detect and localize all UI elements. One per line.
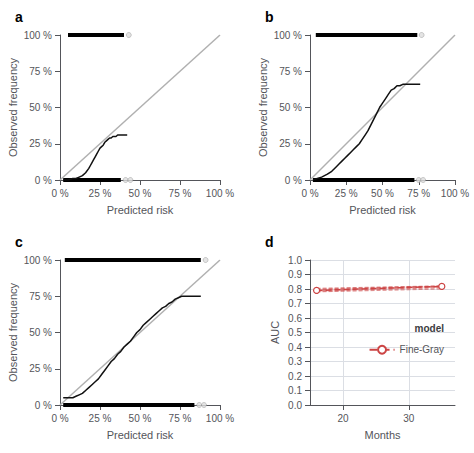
svg-text:100 %: 100 % <box>206 188 234 199</box>
svg-text:0.5: 0.5 <box>288 327 302 338</box>
svg-text:Months: Months <box>364 429 401 441</box>
svg-text:100 %: 100 % <box>24 30 52 41</box>
svg-text:100 %: 100 % <box>206 413 234 424</box>
svg-text:25 %: 25 % <box>335 188 358 199</box>
svg-text:AUC: AUC <box>269 321 281 344</box>
svg-text:0.7: 0.7 <box>288 298 302 309</box>
svg-text:0 %: 0 % <box>285 175 302 186</box>
svg-text:0 %: 0 % <box>301 188 318 199</box>
svg-text:0 %: 0 % <box>51 188 68 199</box>
svg-text:Predicted risk: Predicted risk <box>107 204 174 216</box>
svg-text:25 %: 25 % <box>29 138 52 149</box>
svg-text:75 %: 75 % <box>407 188 430 199</box>
svg-text:50 %: 50 % <box>129 188 152 199</box>
svg-text:75 %: 75 % <box>169 188 192 199</box>
svg-text:0.2: 0.2 <box>288 371 302 382</box>
svg-text:75 %: 75 % <box>169 413 192 424</box>
svg-text:25 %: 25 % <box>29 363 52 374</box>
svg-text:c: c <box>15 234 23 250</box>
svg-text:Predicted risk: Predicted risk <box>349 204 416 216</box>
svg-text:0.9: 0.9 <box>288 269 302 280</box>
svg-text:25 %: 25 % <box>89 413 112 424</box>
svg-text:Observed frequency: Observed frequency <box>7 57 19 157</box>
svg-text:b: b <box>265 9 274 25</box>
svg-text:d: d <box>265 234 274 250</box>
svg-text:0.8: 0.8 <box>288 284 302 295</box>
svg-text:model: model <box>415 323 445 334</box>
svg-text:75 %: 75 % <box>29 66 52 77</box>
svg-text:0.1: 0.1 <box>288 385 302 396</box>
svg-text:a: a <box>15 9 23 25</box>
svg-text:0.0: 0.0 <box>288 400 302 411</box>
svg-text:25 %: 25 % <box>279 138 302 149</box>
svg-text:100 %: 100 % <box>274 30 302 41</box>
svg-text:75 %: 75 % <box>29 291 52 302</box>
svg-text:0.4: 0.4 <box>288 342 302 353</box>
svg-text:Observed frequency: Observed frequency <box>257 57 269 157</box>
svg-text:Fine-Gray: Fine-Gray <box>400 344 444 355</box>
svg-text:0.6: 0.6 <box>288 313 302 324</box>
svg-text:100 %: 100 % <box>441 188 469 199</box>
svg-text:75 %: 75 % <box>279 66 302 77</box>
svg-text:50 %: 50 % <box>29 327 52 338</box>
svg-text:20: 20 <box>337 413 349 424</box>
svg-text:0 %: 0 % <box>35 400 52 411</box>
svg-text:50 %: 50 % <box>279 102 302 113</box>
svg-text:30: 30 <box>403 413 415 424</box>
svg-text:1.0: 1.0 <box>288 255 302 266</box>
svg-text:25 %: 25 % <box>89 188 112 199</box>
svg-text:100 %: 100 % <box>24 255 52 266</box>
svg-text:50 %: 50 % <box>29 102 52 113</box>
svg-text:Observed frequency: Observed frequency <box>7 282 19 382</box>
svg-text:0.3: 0.3 <box>288 356 302 367</box>
svg-text:0 %: 0 % <box>35 175 52 186</box>
svg-text:50 %: 50 % <box>129 413 152 424</box>
svg-text:0 %: 0 % <box>51 413 68 424</box>
svg-text:50 %: 50 % <box>371 188 394 199</box>
svg-text:Predicted risk: Predicted risk <box>107 429 174 441</box>
